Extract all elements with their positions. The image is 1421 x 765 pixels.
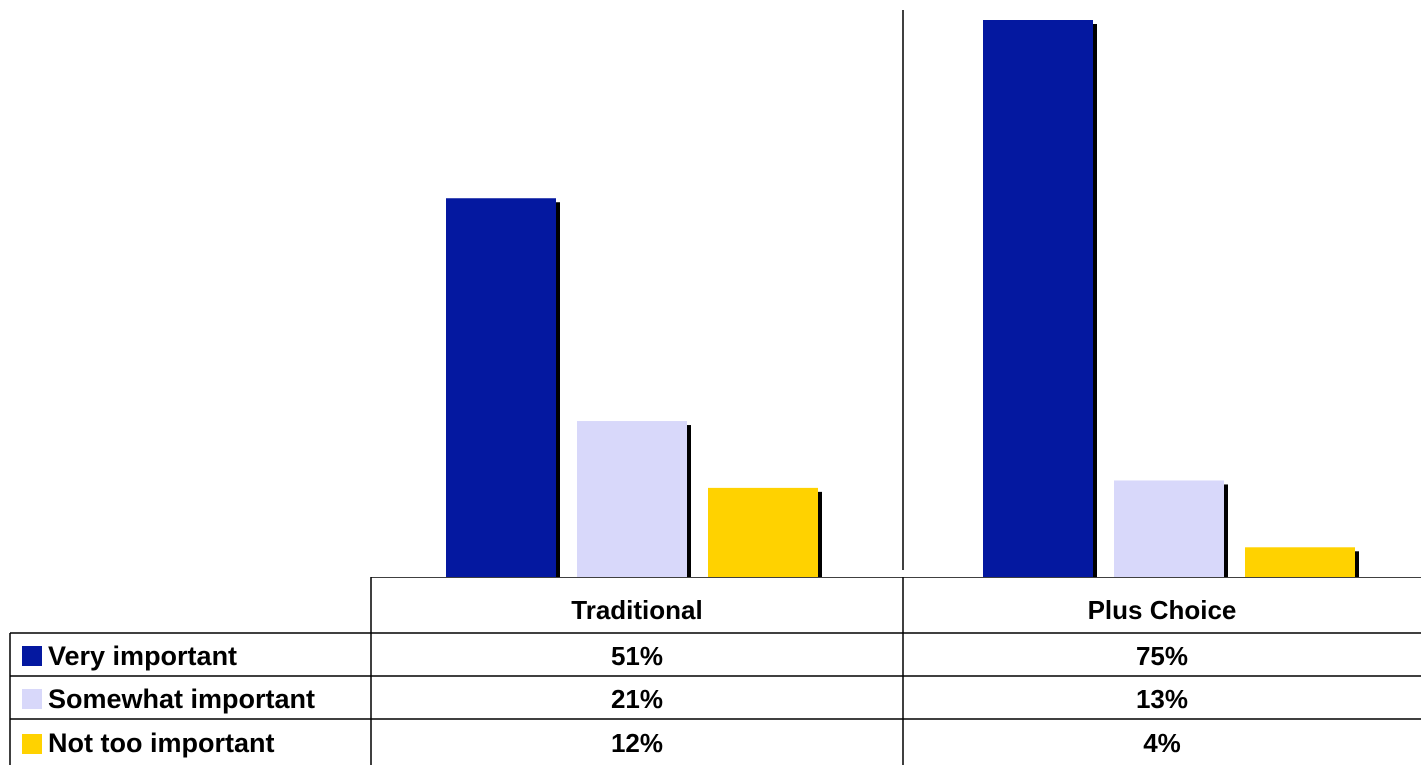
legend-item-somewhat-important: Somewhat important — [10, 679, 370, 719]
data-label: 13% — [1135, 683, 1189, 714]
category-label-traditional: Traditional — [571, 595, 703, 625]
data-label: 21% — [610, 683, 664, 714]
bar — [577, 421, 687, 577]
bar-chart — [446, 10, 1359, 577]
table-row: Very important 51% 75% — [0, 636, 1421, 676]
table-grid — [9, 577, 1421, 765]
legend-item-not-too-important: Not too important — [10, 722, 370, 765]
data-table: Traditional Plus Choice Very important 5… — [0, 577, 1421, 765]
bar — [446, 198, 556, 577]
legend-item-very-important: Very important — [10, 636, 370, 676]
table-border-header — [370, 577, 1421, 765]
category-label-plus-choice: Plus Choice — [1087, 595, 1237, 625]
bar-group — [446, 20, 1359, 577]
legend-swatch — [22, 733, 42, 754]
table-row: Not too important 12% 4% — [0, 722, 1421, 765]
data-label: 51% — [610, 640, 664, 671]
legend-label: Somewhat important — [48, 683, 316, 714]
data-label: 4% — [1143, 728, 1181, 758]
legend-label: Very important — [48, 640, 238, 671]
bar — [1114, 480, 1224, 577]
data-label: 12% — [610, 728, 664, 758]
legend-swatch — [22, 689, 42, 709]
data-label: 75% — [1135, 640, 1189, 671]
bar — [983, 20, 1093, 577]
bar — [708, 487, 818, 577]
legend-label: Not too important — [48, 728, 275, 758]
legend-swatch — [22, 646, 42, 666]
table-header-row: Traditional Plus Choice — [0, 587, 1421, 634]
bar — [1245, 547, 1355, 577]
table-row: Somewhat important 21% 13% — [0, 679, 1421, 719]
